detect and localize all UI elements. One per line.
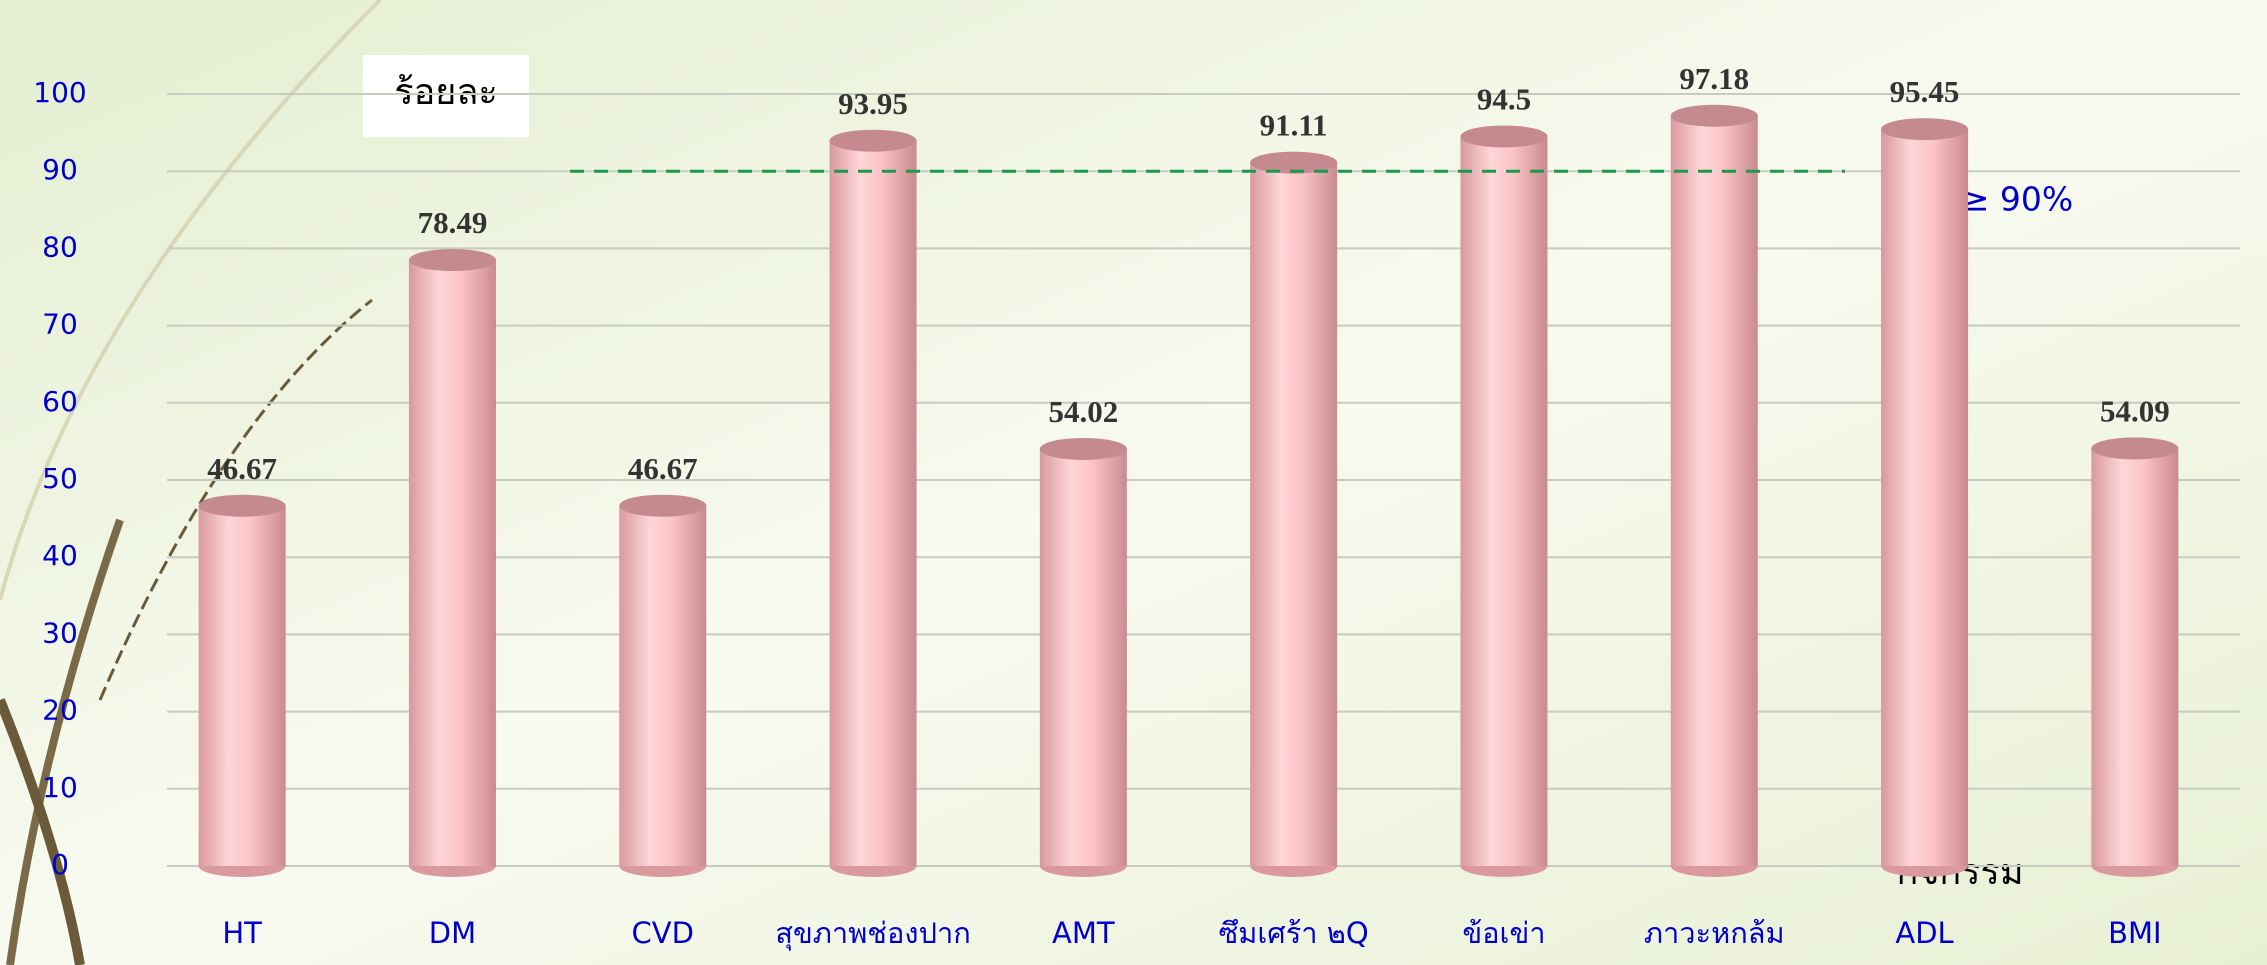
bar (1250, 162, 1338, 866)
bar-cap (2091, 437, 2179, 460)
bar-cap (1039, 437, 1127, 460)
y-tick-label: 60 (42, 385, 78, 418)
bar (198, 505, 286, 866)
decor-curve (98, 298, 373, 701)
value-label: 97.18 (1679, 61, 1749, 96)
bar-cap (1460, 125, 1548, 148)
bar (1670, 115, 1758, 867)
bar-cap (198, 494, 286, 517)
x-tick-label: สุขภาพช่องปาก (775, 916, 971, 951)
value-label: 93.95 (838, 86, 908, 121)
bar (1460, 136, 1548, 866)
bar (2091, 448, 2179, 866)
value-label: 91.11 (1260, 108, 1328, 143)
x-tick-label: ซึมเศร้า ๒Q (1219, 916, 1369, 950)
bar-cap (1670, 104, 1758, 127)
value-label: 54.02 (1048, 394, 1118, 429)
y-tick-label: 0 (51, 848, 69, 881)
x-tick-label: CVD (632, 916, 694, 950)
x-tick-label: BMI (2108, 916, 2161, 950)
x-tick-label: HT (222, 916, 262, 950)
bar (619, 505, 707, 866)
bar-cap (408, 249, 496, 272)
decor-curve (6, 518, 124, 965)
decor-curve (0, 0, 382, 601)
y-tick-label: 20 (42, 694, 78, 727)
y-axis-label: ร้อยละ (394, 72, 497, 113)
bar (408, 260, 496, 866)
value-label: 78.49 (418, 205, 488, 240)
value-label: 46.67 (628, 451, 698, 486)
bar (1881, 129, 1969, 867)
x-tick-label: ADL (1895, 916, 1953, 950)
x-tick-label: ภาวะหกล้ม (1644, 916, 1785, 950)
y-tick-label: 40 (42, 539, 78, 572)
decor-curve (0, 698, 85, 965)
bar (829, 140, 917, 866)
bar (1039, 448, 1127, 866)
y-tick-label: 80 (42, 230, 78, 263)
y-label-box (363, 55, 529, 137)
x-tick-label: ข้อเข่า (1462, 916, 1545, 950)
value-label: 46.67 (207, 451, 277, 486)
y-tick-label: 10 (42, 771, 78, 804)
y-tick-label: 100 (33, 76, 86, 109)
y-tick-label: 90 (42, 153, 78, 186)
bar-cap (1881, 118, 1969, 141)
value-label: 54.09 (2100, 394, 2170, 429)
bar-cap (1250, 151, 1338, 174)
value-label: 94.5 (1477, 82, 1531, 117)
bar-cap (829, 129, 917, 152)
x-tick-label: DM (429, 916, 476, 950)
y-tick-label: 70 (42, 308, 78, 341)
y-tick-label: 50 (42, 462, 78, 495)
bar-cap (619, 494, 707, 517)
value-label: 95.45 (1890, 74, 1960, 109)
y-tick-label: 30 (42, 616, 78, 649)
x-tick-label: AMT (1052, 916, 1115, 950)
